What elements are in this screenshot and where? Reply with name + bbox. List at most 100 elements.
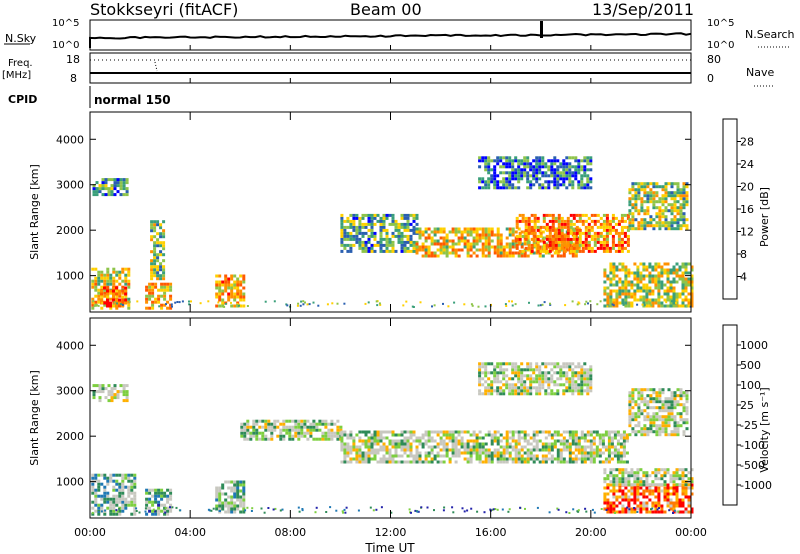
power-cell-0 <box>127 285 131 289</box>
power-cell-2 <box>125 178 129 182</box>
power-cell-7 <box>472 230 476 234</box>
power-cell-7 <box>487 242 491 246</box>
power-cell-8 <box>524 219 528 223</box>
power-cell-7 <box>454 251 458 255</box>
velocity-cell-8 <box>621 489 625 493</box>
velocity-cell-5 <box>481 448 485 452</box>
power-cell-11 <box>621 283 625 287</box>
velocity-cell-4 <box>240 428 244 432</box>
power-cell-7 <box>517 227 521 231</box>
velocity-cell-5 <box>481 460 485 464</box>
power-cell-8 <box>620 243 624 247</box>
velocity-cell-5 <box>424 439 428 443</box>
velocity-cell-4 <box>270 437 274 441</box>
power-cell-10 <box>505 186 509 190</box>
velocity-cell-9 <box>639 480 643 484</box>
velocity-cell-5 <box>520 457 524 461</box>
velocity-cell-5 <box>607 442 611 446</box>
velocity-cell-5 <box>562 457 566 461</box>
velocity-cell-5 <box>586 445 590 449</box>
velocity-cell-5 <box>379 436 383 440</box>
velocity-cell-7 <box>487 392 491 396</box>
power-cell-7 <box>442 239 446 243</box>
power-cell-5 <box>230 292 234 296</box>
velocity-cell-7 <box>508 383 512 387</box>
power-cell-11 <box>612 262 616 266</box>
velocity-cell-1 <box>103 497 107 501</box>
velocity-cell-8 <box>639 510 643 514</box>
velocity-cell-8 <box>627 504 631 508</box>
power-cell-10 <box>535 159 539 163</box>
velocity-cell-6 <box>640 412 644 416</box>
power-cell-10 <box>541 156 545 160</box>
power-cell-11 <box>630 286 634 290</box>
power-cell-11 <box>675 295 679 299</box>
power-cell-7 <box>523 239 527 243</box>
velocity-cell-5 <box>574 436 578 440</box>
power-cell-9 <box>673 209 677 213</box>
nsearch-label: N.Search <box>745 28 795 41</box>
power-cell-3 <box>154 297 158 301</box>
velocity-cell-6 <box>640 400 644 404</box>
velocity-cell-4 <box>315 437 319 441</box>
power-cell-10 <box>550 171 554 175</box>
power-cell-6 <box>343 246 347 250</box>
power-cell-4 <box>156 223 160 227</box>
power-cell-6 <box>403 249 407 253</box>
power-cell-7 <box>487 239 491 243</box>
velocity-cell-7 <box>523 368 527 372</box>
velocity-cell-7 <box>574 371 578 375</box>
velocity-cell-5 <box>568 433 572 437</box>
power-cell-11 <box>642 286 646 290</box>
power-cell-6 <box>400 225 404 229</box>
power-cell-8 <box>626 237 630 241</box>
velocity-cell-1 <box>112 479 116 483</box>
power-ground-dot <box>549 302 551 305</box>
velocity-cell-5 <box>475 433 479 437</box>
velocity-cell-6 <box>655 424 659 428</box>
power-cell-2 <box>101 184 105 188</box>
velocity-cell-6 <box>646 403 650 407</box>
velocity-cell-5 <box>412 433 416 437</box>
velocity-cell-5 <box>598 448 602 452</box>
power-cell-9 <box>646 224 650 228</box>
velocity-cell-5 <box>367 460 371 464</box>
velocity-cell-5 <box>493 436 497 440</box>
velocity-cell-6 <box>646 394 650 398</box>
power-cell-8 <box>593 249 597 253</box>
power-cell-9 <box>661 185 665 189</box>
power-cell-10 <box>487 180 491 184</box>
velocity-cell-7 <box>490 380 494 384</box>
power-cell-10 <box>529 186 533 190</box>
velocity-cell-5 <box>616 430 620 434</box>
power-cell-11 <box>672 292 676 296</box>
power-ground-dot <box>188 303 191 306</box>
power-cell-7 <box>487 230 491 234</box>
power-cell-7 <box>454 233 458 237</box>
power-cell-9 <box>667 227 671 231</box>
velocity-cell-4 <box>297 437 301 441</box>
power-cell-9 <box>667 221 671 225</box>
velocity-cell-3 <box>230 507 234 511</box>
velocity-cell-7 <box>529 368 533 372</box>
velocity-cell-8 <box>657 486 661 490</box>
velocity-cell-5 <box>367 445 371 449</box>
power-cell-8 <box>578 231 582 235</box>
power-ground-dot <box>170 303 173 306</box>
velocity-cell-5 <box>364 457 368 461</box>
power-cell-8 <box>572 222 576 226</box>
velocity-cell-3 <box>221 483 225 487</box>
power-cell-10 <box>505 183 509 187</box>
power-cell-10 <box>538 162 542 166</box>
power-cell-11 <box>669 301 673 305</box>
velocity-cell-7 <box>487 371 491 375</box>
power-cell-8 <box>590 246 594 250</box>
velocity-cell-5 <box>442 445 446 449</box>
power-cell-11 <box>666 286 670 290</box>
power-cell-8 <box>575 246 579 250</box>
power-cell-0 <box>109 282 113 286</box>
velocity-cell-5 <box>463 442 467 446</box>
power-ground-dot <box>511 300 513 303</box>
power-cell-4 <box>162 274 166 278</box>
velocity-cell-8 <box>609 504 613 508</box>
